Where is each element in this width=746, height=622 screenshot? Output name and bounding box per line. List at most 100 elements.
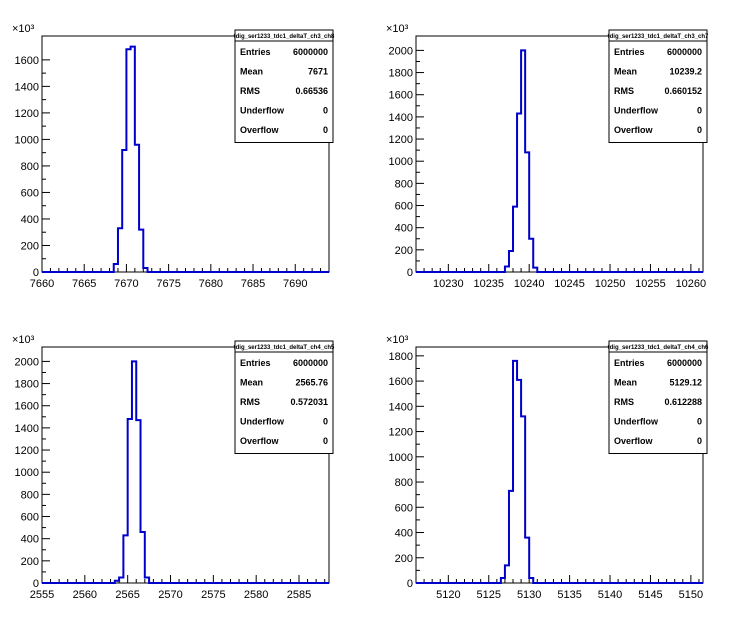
y-tick-label: 400 — [395, 223, 413, 235]
stat-value: 6000000 — [293, 47, 328, 57]
x-tick-label: 10230 — [433, 278, 464, 290]
x-tick-label: 7660 — [30, 278, 54, 290]
stat-label: RMS — [240, 86, 260, 96]
histogram-outline — [416, 359, 703, 584]
stat-value: 0 — [323, 436, 328, 446]
y-tick-label: 600 — [395, 201, 413, 213]
x-tick-label: 7675 — [156, 278, 180, 290]
x-tick-label: 7665 — [72, 278, 96, 290]
y-exponent-label: ×10³ — [386, 334, 409, 346]
y-tick-label: 0 — [407, 267, 413, 279]
histogram-panel-3: 0 200 400 600 800 1000 1200 1400 1600 1800 2000 ×10… — [12, 334, 335, 601]
y-tick-label: 1200 — [15, 108, 39, 120]
stats-box: tdig_ser1233_tdc1_deltaT_ch3_ch8 Entries 6… — [234, 29, 335, 143]
stat-label: Entries — [240, 358, 271, 368]
stat-value: 0.66536 — [295, 86, 328, 96]
stat-value: 0.660152 — [664, 86, 702, 96]
x-tick-label: 5135 — [557, 589, 581, 601]
y-tick-label: 2000 — [389, 45, 413, 57]
stat-label: Underflow — [614, 417, 659, 427]
y-tick-label: 1400 — [389, 401, 413, 413]
y-tick-label: 200 — [395, 553, 413, 565]
x-tick-label: 7680 — [199, 278, 223, 290]
stat-label: Underflow — [240, 106, 285, 116]
stat-label: Entries — [614, 358, 645, 368]
stat-value: 0.612288 — [664, 397, 702, 407]
histogram-outline — [42, 360, 329, 584]
x-tick-label: 5140 — [598, 589, 622, 601]
stat-value: 0.572031 — [290, 397, 328, 407]
y-tick-label: 1400 — [389, 112, 413, 124]
y-tick-label: 0 — [33, 267, 39, 279]
y-tick-label: 1000 — [389, 156, 413, 168]
stat-label: Underflow — [240, 417, 285, 427]
stat-label: Mean — [240, 67, 263, 77]
stat-value: 6000000 — [667, 47, 702, 57]
stats-box-frame — [234, 340, 334, 454]
x-tick-label: 10245 — [554, 278, 585, 290]
y-exponent-label: ×10³ — [12, 334, 35, 346]
y-tick-label: 400 — [21, 534, 39, 546]
y-tick-label: 1600 — [389, 376, 413, 388]
x-tick-label: 2555 — [30, 589, 54, 601]
stat-value: 2565.76 — [295, 378, 328, 388]
histogram-outline — [416, 49, 703, 273]
stat-label: Mean — [614, 378, 637, 388]
x-tick-label: 10250 — [595, 278, 626, 290]
histogram-panel-1: 0 200 400 600 800 1000 1200 1400 1600 ×10³ 7660 766… — [12, 23, 335, 290]
y-tick-label: 200 — [395, 245, 413, 257]
y-tick-label: 200 — [21, 556, 39, 568]
stat-value: 0 — [697, 125, 702, 135]
x-tick-label: 2585 — [287, 589, 311, 601]
y-tick-label: 400 — [21, 214, 39, 226]
y-tick-label: 400 — [395, 528, 413, 540]
stat-label: Overflow — [614, 436, 654, 446]
y-tick-label: 1000 — [389, 452, 413, 464]
x-tick-label: 5145 — [638, 589, 662, 601]
x-tick-label: 2570 — [158, 589, 182, 601]
stat-value: 7671 — [308, 67, 328, 77]
y-tick-label: 1800 — [15, 379, 39, 391]
y-tick-label: 600 — [21, 512, 39, 524]
histogram-title: tdig_ser1233_tdc1_deltaT_ch4_ch6 — [608, 345, 709, 351]
stat-value: 0 — [697, 417, 702, 427]
x-tick-label: 2575 — [201, 589, 225, 601]
x-tick-label: 10255 — [635, 278, 666, 290]
y-tick-label: 800 — [395, 178, 413, 190]
y-tick-label: 1800 — [389, 351, 413, 363]
x-tick-label: 10235 — [473, 278, 504, 290]
y-tick-label: 1600 — [15, 55, 39, 67]
stats-box: tdig_ser1233_tdc1_deltaT_ch4_ch6 Entries 6… — [608, 340, 709, 454]
y-tick-label: 1600 — [389, 90, 413, 102]
stats-box: tdig_ser1233_tdc1_deltaT_ch3_ch7 Entries 6… — [608, 29, 709, 143]
y-tick-label: 800 — [21, 489, 39, 501]
histogram-panel-4: 0 200 400 600 800 1000 1200 1400 1600 1800 ×10³ 512… — [386, 334, 709, 601]
histogram-title: tdig_ser1233_tdc1_deltaT_ch4_ch5 — [234, 345, 335, 351]
histogram-title: tdig_ser1233_tdc1_deltaT_ch3_ch7 — [608, 34, 709, 40]
y-tick-label: 800 — [21, 161, 39, 173]
stat-value: 0 — [323, 417, 328, 427]
stat-label: RMS — [614, 397, 634, 407]
x-tick-label: 10240 — [514, 278, 545, 290]
x-tick-label: 5150 — [679, 589, 703, 601]
y-tick-label: 600 — [21, 187, 39, 199]
x-tick-label: 5125 — [477, 589, 501, 601]
y-tick-label: 1200 — [389, 134, 413, 146]
stat-label: Underflow — [614, 106, 659, 116]
stats-box: tdig_ser1233_tdc1_deltaT_ch4_ch5 Entries 6… — [234, 340, 335, 454]
x-tick-label: 5120 — [436, 589, 460, 601]
stat-value: 6000000 — [293, 358, 328, 368]
stat-label: Overflow — [240, 436, 280, 446]
stat-value: 0 — [697, 106, 702, 116]
y-tick-label: 1200 — [15, 445, 39, 457]
stats-box-frame — [234, 29, 334, 143]
stat-value: 0 — [323, 125, 328, 135]
histogram-panel-2: 0 200 400 600 800 1000 1200 1400 1600 1800 2000 ×10… — [386, 23, 709, 290]
stat-value: 5129.12 — [669, 378, 702, 388]
stat-label: Mean — [240, 378, 263, 388]
stat-label: Overflow — [614, 125, 654, 135]
y-tick-label: 200 — [21, 240, 39, 252]
stat-value: 10239.2 — [669, 67, 702, 77]
stat-label: RMS — [614, 86, 634, 96]
